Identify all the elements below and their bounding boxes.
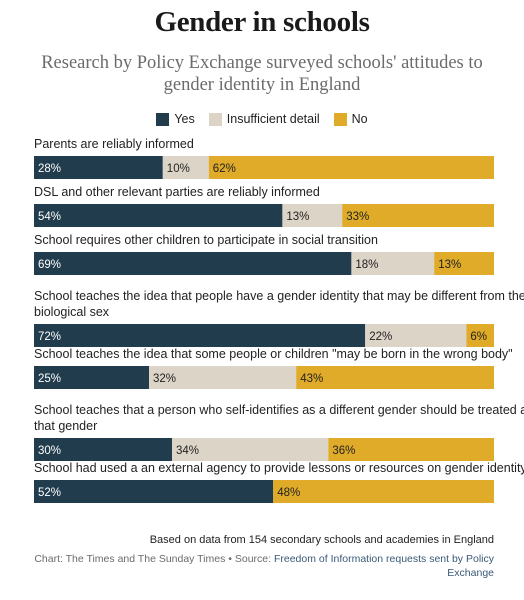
value-label-insufficient-6: 34% <box>176 445 199 457</box>
bar-no-6 <box>328 438 494 461</box>
value-label-no-3: 13% <box>438 259 461 271</box>
bar-insufficient-4 <box>365 324 467 347</box>
value-label-no-5: 43% <box>300 373 323 385</box>
footer-note: Based on data from 154 secondary schools… <box>149 534 494 546</box>
category-label-6: School teaches that a person who self-id… <box>34 403 524 433</box>
legend-label-yes: Yes <box>174 112 195 126</box>
legend-label-no: No <box>351 112 368 126</box>
bar-yes-7 <box>34 480 274 503</box>
stacked-bar-chart: Parents are reliably informed 28% 10% 62% DS… <box>34 137 524 503</box>
legend-item-yes: Yes <box>156 112 195 126</box>
legend-swatch-insufficient <box>208 112 222 126</box>
bar-no-4 <box>466 324 494 347</box>
legend-item-no: No <box>333 112 368 126</box>
legend-item-insufficient: Insufficient detail <box>208 112 320 126</box>
bar-yes-1 <box>34 156 163 179</box>
value-label-no-6: 36% <box>332 445 355 457</box>
value-label-yes-6: 30% <box>38 445 61 457</box>
bar-insufficient-2 <box>282 204 343 227</box>
footer-credit: Chart: The Times and The Sunday Times • … <box>24 552 494 580</box>
value-label-no-2: 33% <box>346 211 369 223</box>
bar-yes-3 <box>34 252 352 275</box>
value-label-yes-1: 28% <box>38 163 61 175</box>
legend-swatch-no <box>333 112 347 126</box>
bar-insufficient-5 <box>149 366 297 389</box>
value-label-insufficient-2: 13% <box>286 211 309 223</box>
bar-no-5 <box>296 366 494 389</box>
category-label-5: School teaches the idea that some people… <box>34 347 513 361</box>
category-label-7: School had used a an external agency to … <box>34 461 524 475</box>
value-label-no-7: 48% <box>277 487 300 499</box>
value-label-yes-5: 25% <box>38 373 61 385</box>
bar-insufficient-1 <box>162 156 209 179</box>
bar-no-2 <box>342 204 494 227</box>
value-label-no-4: 6% <box>470 331 487 343</box>
value-label-yes-3: 69% <box>38 259 61 271</box>
bar-no-7 <box>273 480 494 503</box>
bar-no-1 <box>208 156 495 179</box>
bar-yes-2 <box>34 204 283 227</box>
category-label-1: Parents are reliably informed <box>34 137 194 151</box>
value-label-insufficient-4: 22% <box>369 331 392 343</box>
category-label-4: School teaches the idea that people have… <box>34 289 524 319</box>
bar-insufficient-6 <box>172 438 329 461</box>
value-label-yes-7: 52% <box>38 487 61 499</box>
chart-title: Gender in schools <box>154 6 370 38</box>
value-label-insufficient-3: 18% <box>355 259 378 271</box>
bar-yes-5 <box>34 366 149 389</box>
legend: Yes Insufficient detail No <box>0 112 524 126</box>
value-label-insufficient-1: 10% <box>167 163 190 175</box>
bar-yes-4 <box>34 324 366 347</box>
legend-label-insufficient: Insufficient detail <box>226 112 320 126</box>
legend-swatch-yes <box>156 112 170 126</box>
value-label-no-1: 62% <box>213 163 236 175</box>
value-label-yes-4: 72% <box>38 331 61 343</box>
chart-subtitle: Research by Policy Exchange surveyed sch… <box>41 53 483 95</box>
bar-insufficient-3 <box>351 252 435 275</box>
bar-yes-6 <box>34 438 172 461</box>
footer-credit-text: Chart: The Times and The Sunday Times • … <box>34 553 274 565</box>
value-label-insufficient-5: 32% <box>153 373 176 385</box>
category-label-3: School requires other children to partic… <box>34 233 378 247</box>
bar-no-3 <box>434 252 494 275</box>
value-label-yes-2: 54% <box>38 211 61 223</box>
source-link[interactable]: Freedom of Information requests sent by … <box>273 553 494 579</box>
category-label-2: DSL and other relevant parties are relia… <box>34 185 320 199</box>
